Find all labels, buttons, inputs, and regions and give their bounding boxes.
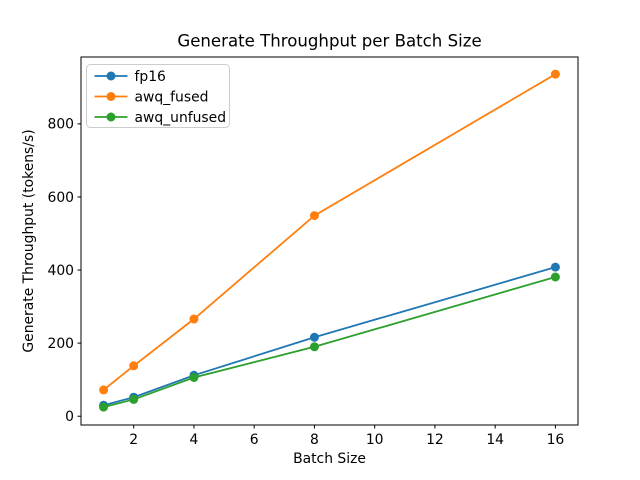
legend: fp16 awq_fused awq_unfused: [86, 64, 230, 128]
ticks-layer: 2 4 6 8 10 12 14 16 0 200 400 600 800: [47, 117, 564, 448]
chart-marker-awq_unfused: [550, 272, 560, 282]
x-tick-label: 16: [547, 432, 565, 448]
legend-label-awq_unfused: awq_unfused: [135, 110, 227, 126]
series-layer: [99, 69, 560, 412]
chart-marker-fp16: [309, 332, 319, 342]
x-axis-label: Batch Size: [293, 451, 366, 467]
y-tick-label: 600: [47, 190, 74, 206]
chart-marker-awq_unfused: [99, 402, 109, 412]
y-tick-label: 400: [47, 263, 74, 279]
x-tick-label: 14: [486, 432, 504, 448]
chart-marker-awq_fused: [309, 211, 319, 221]
x-tick-label: 4: [190, 432, 199, 448]
chart-marker-awq_fused: [129, 361, 139, 371]
x-tick-label: 8: [310, 432, 319, 448]
chart-marker-awq_fused: [189, 314, 199, 324]
legend-marker-awq_unfused: [106, 112, 116, 122]
chart-marker-awq_unfused: [129, 394, 139, 404]
chart-marker-awq_unfused: [309, 342, 319, 352]
axes-spines: [80, 56, 579, 426]
chart-marker-awq_fused: [550, 69, 560, 79]
x-tick-label: 10: [366, 432, 384, 448]
chart-marker-awq_fused: [99, 385, 109, 395]
chart-marker-awq_unfused: [189, 372, 199, 382]
y-tick-label: 0: [65, 409, 74, 425]
legend-marker-awq_fused: [106, 92, 116, 101]
legend-box: [86, 64, 230, 128]
y-tick-label: 800: [47, 117, 74, 133]
y-axis-label: Generate Throughput (tokens/s): [21, 129, 37, 352]
chart-marker-fp16: [550, 262, 560, 272]
chart-title: Generate Throughput per Batch Size: [177, 32, 481, 51]
legend-label-fp16: fp16: [135, 69, 166, 85]
y-tick-label: 200: [47, 336, 74, 352]
x-tick-label: 12: [426, 432, 444, 448]
legend-label-awq_fused: awq_fused: [135, 90, 209, 106]
x-tick-label: 6: [250, 432, 259, 448]
legend-marker-fp16: [106, 71, 116, 81]
x-tick-label: 2: [129, 432, 138, 448]
